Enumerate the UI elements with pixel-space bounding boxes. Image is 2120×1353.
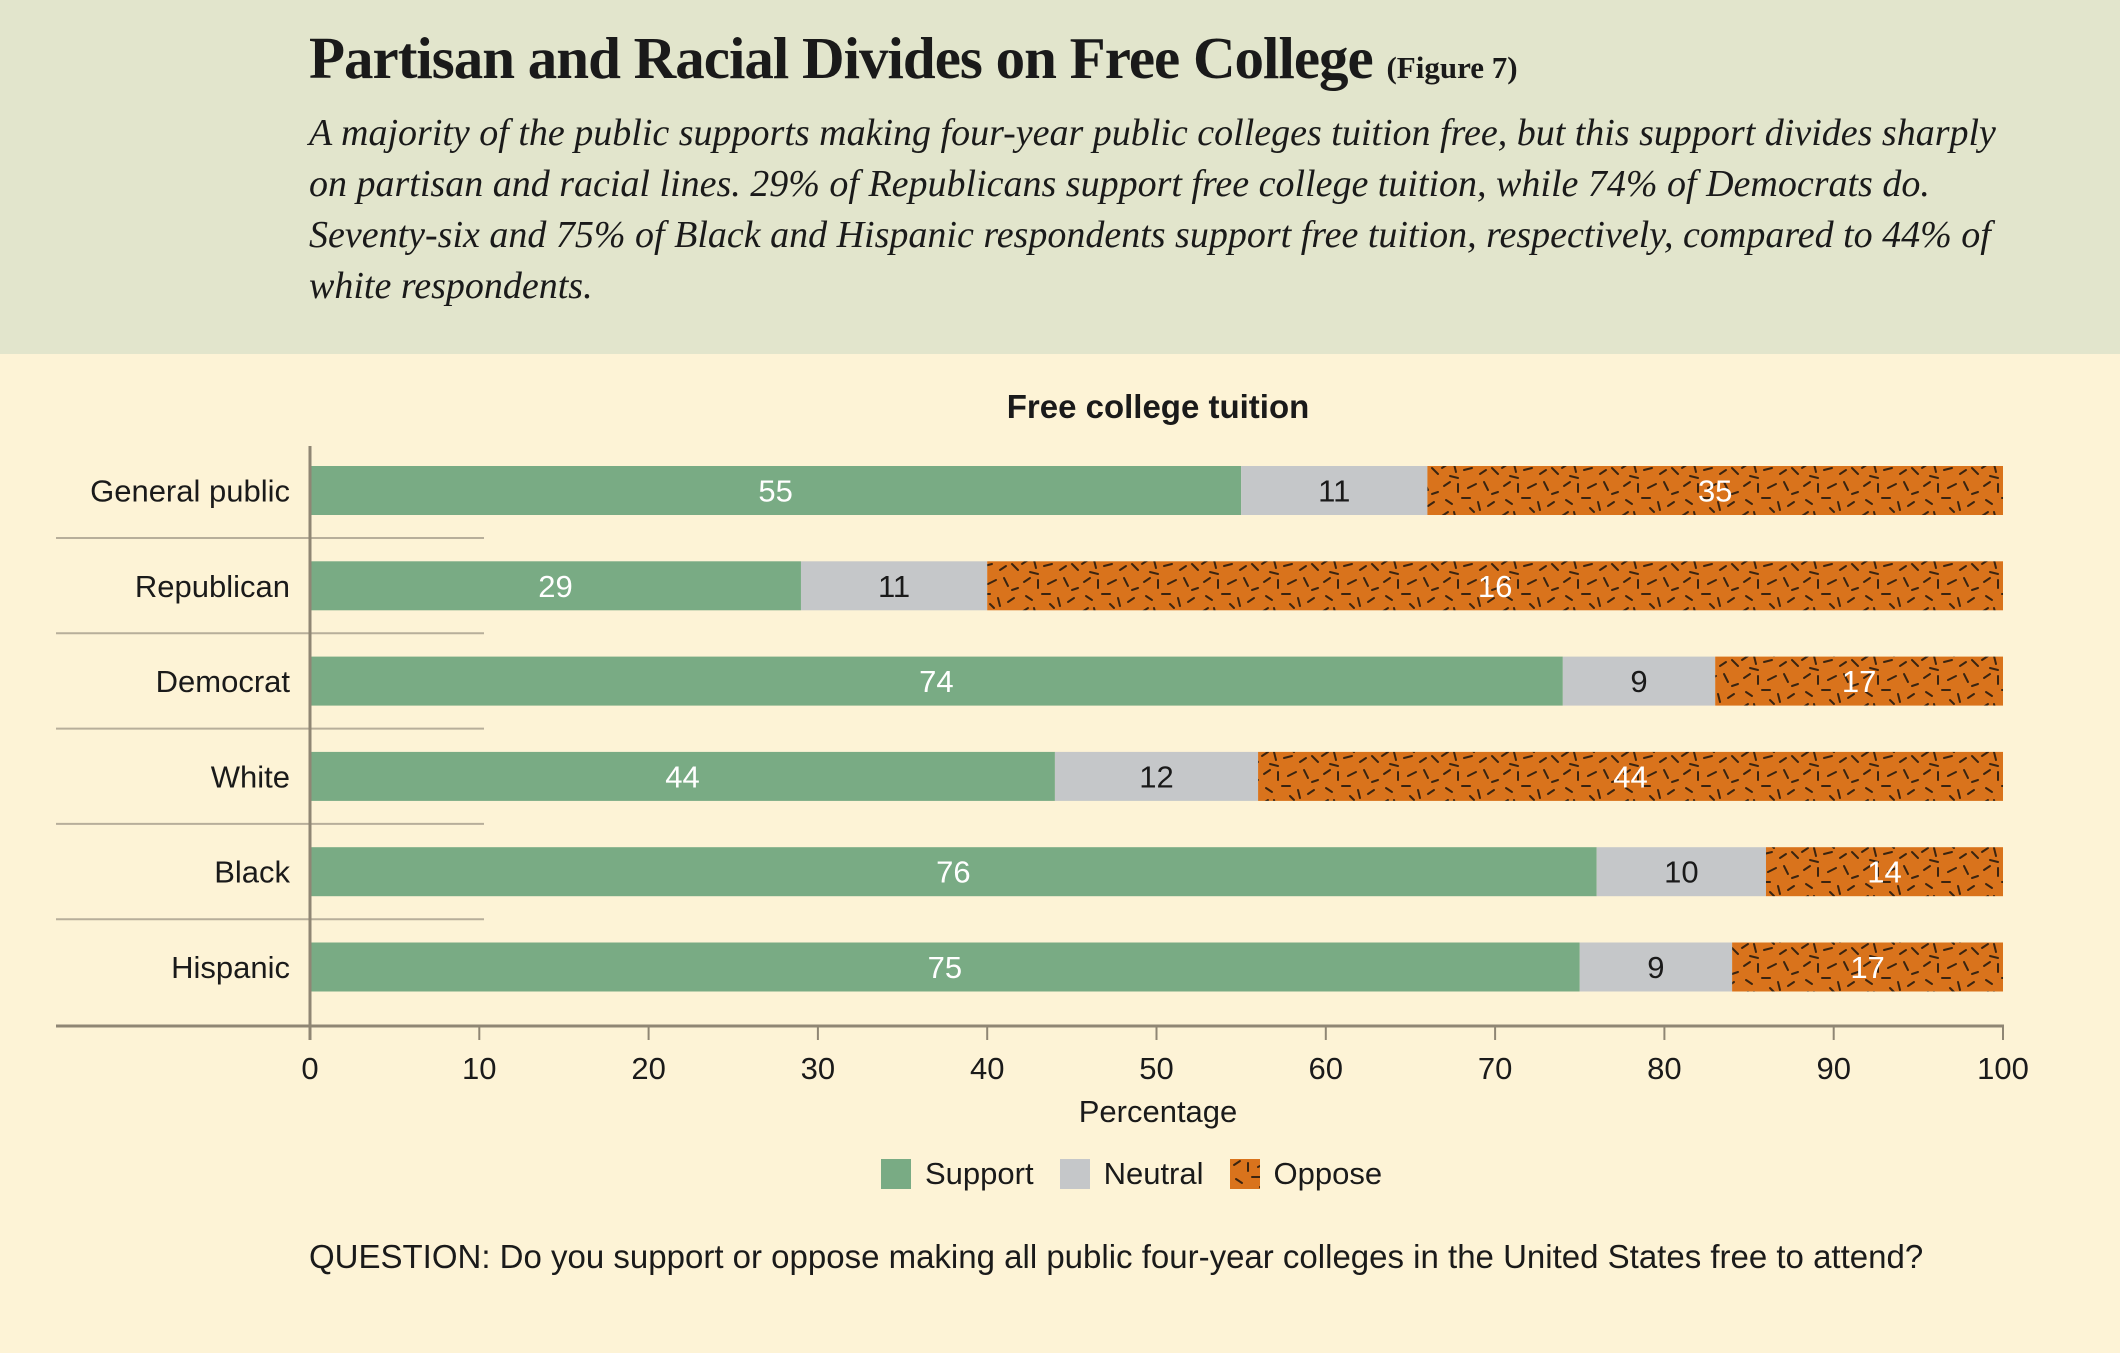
data-label-support: 44: [665, 759, 699, 794]
category-label: Republican: [135, 569, 290, 604]
bar-segment-support: [310, 466, 1242, 515]
x-tick-label: 70: [1478, 1051, 1512, 1086]
legend-label-neutral: Neutral: [1103, 1156, 1204, 1191]
legend-item-support: Support: [881, 1156, 1034, 1192]
data-label-support: 74: [919, 664, 953, 699]
figure-tag: (Figure 7): [1386, 50, 1518, 85]
data-label-oppose: 17: [1842, 664, 1876, 699]
survey-question: QUESTION: Do you support or oppose makin…: [309, 1238, 1924, 1275]
bar-segment-neutral: [1054, 751, 1259, 801]
data-label-neutral: 10: [1664, 855, 1698, 890]
bar-segment-oppose: [1715, 656, 2003, 706]
data-label-neutral: 12: [1139, 759, 1173, 794]
x-tick-label: 60: [1309, 1051, 1343, 1086]
bar-segment-support: [310, 751, 1055, 801]
legend-item-neutral: Neutral: [1059, 1156, 1204, 1192]
data-label-support: 29: [538, 569, 572, 604]
bar-segment-support: [310, 942, 1580, 992]
bar-segment-oppose: [1258, 751, 2003, 801]
bar-segment-oppose: [987, 561, 2003, 611]
data-label-oppose: 35: [1698, 474, 1732, 509]
category-label: Hispanic: [171, 950, 290, 985]
x-axis-label: Percentage: [1078, 1094, 1238, 1129]
title-text: Partisan and Racial Divides on Free Coll…: [309, 25, 1374, 91]
legend-swatch-neutral: [1059, 1159, 1090, 1189]
category-label: General public: [90, 474, 290, 509]
data-label-oppose: 44: [1613, 759, 1647, 794]
header-band: Partisan and Racial Divides on Free Coll…: [0, 0, 2120, 354]
page-title: Partisan and Racial Divides on Free Coll…: [309, 24, 1518, 93]
data-label-oppose: 16: [1478, 569, 1512, 604]
data-label-oppose: 14: [1867, 855, 1901, 890]
bar-segment-support: [310, 561, 801, 611]
page-subtitle: A majority of the public supports making…: [309, 112, 1996, 307]
x-tick-label: 40: [970, 1051, 1004, 1086]
chart-title: Free college tuition: [1006, 388, 1310, 425]
bar-segment-neutral: [1241, 466, 1428, 515]
legend-label-oppose: Oppose: [1273, 1156, 1383, 1191]
bar-segment-oppose: [1765, 847, 2003, 897]
data-label-support: 55: [758, 474, 792, 509]
category-label: Black: [214, 855, 290, 890]
legend-swatch-support: [881, 1159, 911, 1189]
bar-segment-neutral: [1579, 942, 1733, 992]
data-label-neutral: 9: [1630, 664, 1647, 699]
legend-label-support: Support: [925, 1156, 1034, 1191]
bar-segment-oppose: [1427, 466, 2003, 515]
x-tick-label: 20: [631, 1051, 665, 1086]
category-label: Democrat: [156, 664, 291, 699]
x-tick-label: 0: [301, 1051, 318, 1086]
legend-item-oppose: Oppose: [1229, 1156, 1383, 1192]
bar-segment-support: [310, 656, 1563, 706]
x-tick-label: 10: [462, 1051, 496, 1086]
data-label-support: 76: [936, 855, 970, 890]
data-label-neutral: 11: [878, 569, 910, 604]
x-tick-label: 90: [1816, 1051, 1850, 1086]
data-label-neutral: 11: [1318, 474, 1350, 509]
x-tick-label: 30: [801, 1051, 835, 1086]
category-label: White: [211, 759, 290, 794]
legend: Support Neutral Oppose: [881, 1156, 1408, 1192]
bar-segment-neutral: [1596, 847, 1766, 897]
data-label-support: 75: [928, 950, 962, 985]
data-label-oppose: 17: [1850, 950, 1884, 985]
bar-segment-oppose: [1732, 942, 2003, 992]
x-tick-label: 80: [1647, 1051, 1681, 1086]
data-label-neutral: 9: [1647, 950, 1664, 985]
legend-swatch-oppose: [1229, 1159, 1260, 1189]
bar-segment-neutral: [800, 561, 988, 611]
x-tick-label: 50: [1139, 1051, 1173, 1086]
bar-segment-neutral: [1562, 656, 1716, 706]
bar-segment-support: [310, 847, 1597, 897]
x-tick-label: 100: [1977, 1051, 2029, 1086]
